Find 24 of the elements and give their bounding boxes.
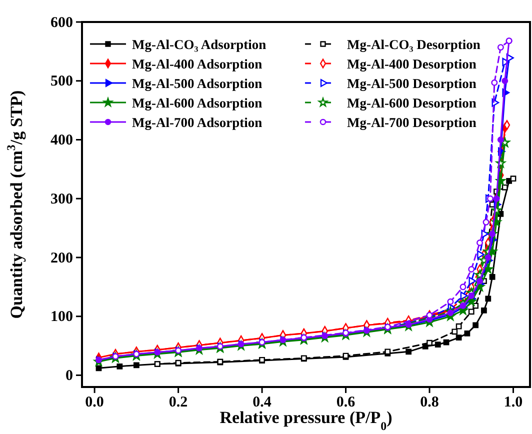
legend-label: Mg-Al-600 Adsorption — [132, 96, 263, 110]
legend-label: Mg-Al-400 Adsorption — [132, 56, 263, 72]
legend-label: Mg-Al-400 Desorption — [347, 56, 477, 72]
x-tick-label: 0.0 — [85, 394, 104, 411]
x-tick-label: 1.0 — [504, 394, 523, 411]
legend-label: Mg-Al-700 Desorption — [347, 115, 477, 130]
y-tick-label: 400 — [50, 132, 73, 149]
y-tick-label: 500 — [50, 74, 73, 90]
x-tick-label: 0.2 — [168, 394, 188, 411]
y-tick-label: 600 — [50, 14, 73, 31]
y-tick-label: 100 — [50, 309, 73, 326]
y-tick-label: 200 — [50, 250, 73, 266]
x-tick-label: 0.4 — [252, 394, 272, 411]
legend-label: Mg-Al-500 Desorption — [347, 76, 477, 91]
y-tick-label: 0 — [66, 368, 73, 384]
legend-label: Mg-Al-CO₃ Adsorption — [132, 37, 267, 52]
x-tick-label: 0.6 — [336, 394, 356, 411]
legend-label: Mg-Al-CO₃ Desorption — [347, 37, 481, 52]
legend-label: Mg-Al-500 Adsorption — [132, 76, 263, 91]
x-axis-title: Relative pressure (P/P$_{0}$) — [220, 408, 392, 433]
legend-label: Mg-Al-600 Desorption — [347, 96, 477, 110]
y-tick-label: 300 — [50, 191, 73, 208]
x-tick-label: 0.8 — [420, 394, 439, 411]
legend-label: Mg-Al-700 Adsorption — [132, 115, 263, 130]
